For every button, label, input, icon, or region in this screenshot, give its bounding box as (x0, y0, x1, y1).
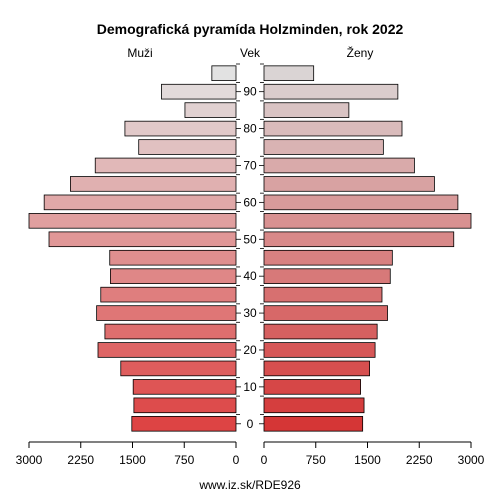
male-bar (104, 323, 237, 340)
male-axis-tick-label: 3000 (16, 453, 43, 467)
male-bar (131, 415, 237, 432)
male-bar (133, 397, 237, 414)
male-x-axis: 3000 2250 1500 750 0 (16, 441, 240, 467)
female-bar (263, 83, 399, 100)
male-bar (97, 342, 237, 358)
male-bar (161, 83, 237, 100)
female-bar (263, 305, 388, 321)
female-bar (263, 157, 415, 174)
female-bars (263, 65, 472, 432)
male-bar (70, 176, 237, 192)
female-axis-tick-label: 0 (261, 453, 268, 467)
source-label: www.iz.sk/RDE926 (198, 478, 301, 492)
male-bar (96, 305, 237, 321)
female-bar (263, 102, 350, 118)
age-tick-label: 0 (247, 417, 254, 431)
male-label: Muži (127, 46, 152, 60)
female-axis-tick-label: 2250 (406, 453, 433, 467)
male-bar (132, 379, 237, 395)
male-bar (184, 102, 237, 118)
age-tick-label: 40 (243, 269, 257, 283)
age-tick-label: 70 (243, 158, 257, 172)
female-bar (263, 415, 364, 432)
female-bar (263, 379, 361, 395)
age-tick-label: 20 (243, 343, 257, 357)
female-bar (263, 213, 472, 229)
male-axis-tick-label: 0 (233, 453, 240, 467)
age-tick-label: 80 (243, 122, 257, 136)
female-bar (263, 231, 455, 248)
female-bar (263, 176, 435, 192)
female-bar (263, 323, 378, 340)
male-bar (124, 120, 237, 137)
male-bar (28, 213, 237, 229)
female-bar (263, 286, 383, 303)
male-bar (48, 231, 237, 248)
female-bar (263, 194, 459, 211)
male-axis-tick-label: 1500 (119, 453, 146, 467)
male-bar (110, 268, 237, 284)
female-bar (263, 268, 391, 284)
male-axis-tick-label: 750 (174, 453, 194, 467)
male-bars (28, 65, 237, 432)
age-tick-label: 10 (243, 380, 257, 394)
female-bar (263, 65, 315, 82)
chart-title: Demografická pyramída Holzminden, rok 20… (97, 21, 404, 37)
male-bar (94, 157, 237, 174)
female-bar (263, 249, 393, 266)
age-tick-label: 50 (243, 232, 257, 246)
female-axis-tick-label: 3000 (458, 453, 485, 467)
female-label: Ženy (347, 45, 374, 60)
female-bar (263, 120, 403, 137)
male-bar (100, 286, 237, 303)
age-axis: 0 10 20 30 40 50 60 70 80 90 (236, 63, 264, 431)
female-x-axis: 3000 2250 1500 750 0 (261, 441, 485, 467)
male-bar (211, 65, 237, 82)
age-tick-label: 90 (243, 85, 257, 99)
female-bar (263, 139, 384, 155)
male-bar (120, 360, 237, 377)
male-bar (43, 194, 237, 211)
male-bar (109, 249, 237, 266)
male-bar (138, 139, 237, 155)
age-tick-label: 30 (243, 306, 257, 320)
female-bar (263, 360, 370, 377)
age-tick-label: 60 (243, 195, 257, 209)
age-label: Vek (240, 46, 261, 60)
female-axis-tick-label: 750 (306, 453, 326, 467)
female-bar (263, 397, 365, 414)
female-axis-tick-label: 1500 (354, 453, 381, 467)
female-bar (263, 342, 376, 358)
male-axis-tick-label: 2250 (67, 453, 94, 467)
